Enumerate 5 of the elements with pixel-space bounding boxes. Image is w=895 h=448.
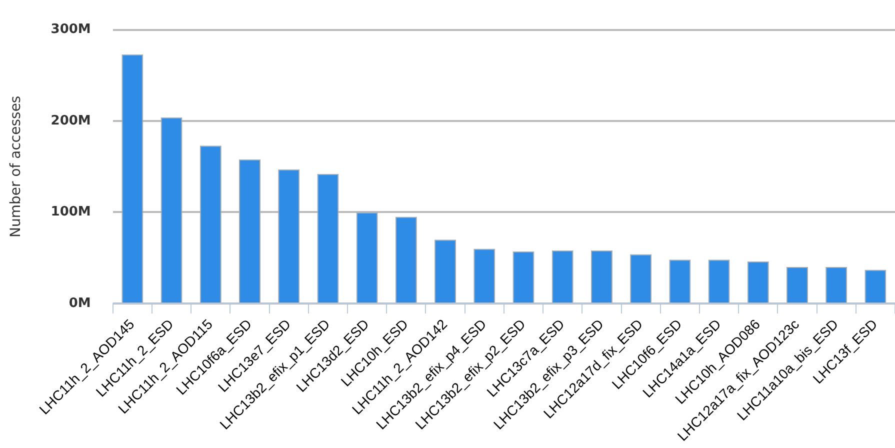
y-tick-label: 100M [50, 204, 91, 220]
y-tick-label: 0M [68, 296, 91, 311]
y-axis-title: Number of accesses [8, 96, 24, 238]
y-tick-label: 300M [50, 22, 91, 38]
y-tick-label: 200M [50, 113, 91, 128]
